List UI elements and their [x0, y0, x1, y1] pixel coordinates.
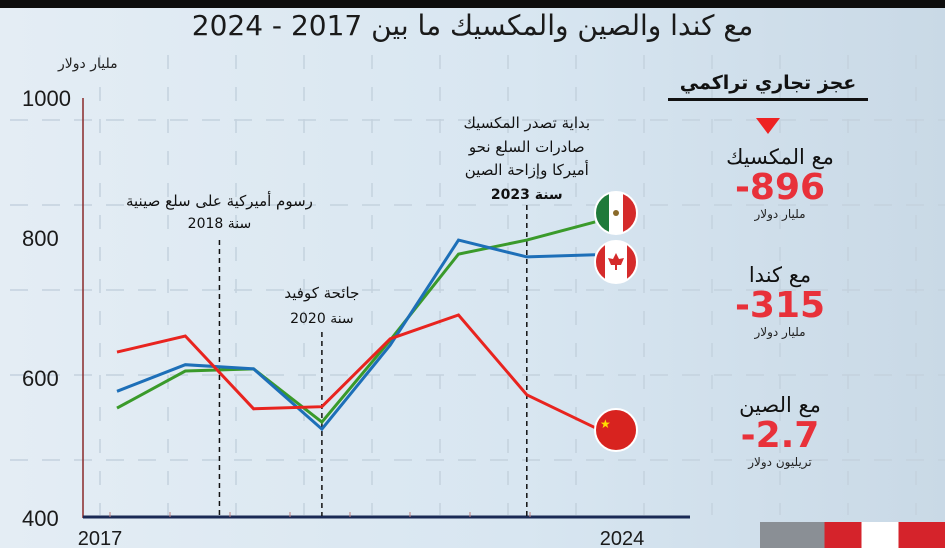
flag-border — [594, 240, 638, 284]
cumulative-deficit-title: عجز تجاري تراكمي — [668, 72, 868, 101]
y-tick-label: 400 — [22, 506, 59, 531]
annotation-text: بداية تصدر المكسيك — [464, 114, 591, 132]
canada-value: -315 — [734, 285, 826, 326]
mexico-flag-icon — [594, 191, 638, 235]
chart-title: مع كندا والصين والمكسيك ما بين 2017 - 20… — [191, 9, 754, 42]
flag-stripe — [627, 241, 637, 283]
china-unit: تريليون دولار — [748, 455, 812, 469]
y-tick-label: 1000 — [22, 86, 71, 111]
x-tick-label: 2024 — [600, 528, 645, 548]
annotation-text: جائحة كوفيد — [284, 284, 359, 302]
mexico-deficit: مع المكسيك -896 مليار دولار — [690, 145, 870, 221]
canada-deficit: مع كندا -315 مليار دولار — [690, 263, 870, 339]
annotation-text: سنة 2020 — [290, 311, 354, 327]
canada-unit: مليار دولار — [754, 325, 806, 339]
star-icon: ★ — [600, 417, 611, 431]
mexico-value: -896 — [734, 167, 826, 208]
y-axis-label: مليار دولار — [58, 56, 118, 72]
series-line-china — [116, 313, 596, 430]
flag-emblem — [613, 210, 619, 216]
x-tick-label: 2017 — [78, 528, 123, 548]
china-value: -2.7 — [740, 415, 820, 456]
series-line-canada — [116, 238, 596, 432]
shipping-container-image — [760, 522, 945, 548]
maple-leaf-icon — [608, 253, 624, 270]
annotation-text: سنة 2018 — [188, 216, 252, 232]
mexico-unit: مليار دولار — [754, 207, 806, 221]
mexico-label: مع المكسيك — [726, 145, 834, 169]
flag-body — [595, 241, 637, 283]
top-bar — [0, 0, 945, 8]
flag-stripe — [595, 241, 605, 283]
annotation-text: أميركا وإزاحة الصين — [465, 160, 589, 179]
flag-body: ★ — [595, 409, 637, 451]
y-tick-label: 800 — [22, 226, 59, 251]
annotation-text: صادرات السلع نحو — [468, 138, 585, 156]
flag-border — [594, 191, 638, 235]
china-flag-icon: ★ — [594, 408, 638, 452]
canada-flag-icon — [594, 240, 638, 284]
canada-label: مع كندا — [748, 263, 812, 287]
flag-border — [594, 408, 638, 452]
y-tick-label: 600 — [22, 366, 59, 391]
annotation-text: سنة 2023 — [491, 187, 563, 203]
china-deficit: مع الصين -2.7 تريليون دولار — [690, 393, 870, 469]
china-label: مع الصين — [739, 393, 821, 417]
flag-bg — [595, 409, 637, 451]
series-line-mexico — [116, 220, 596, 425]
down-arrow-icon — [756, 118, 780, 134]
annotation-text: رسوم أميركية على سلع صينية — [126, 191, 313, 210]
